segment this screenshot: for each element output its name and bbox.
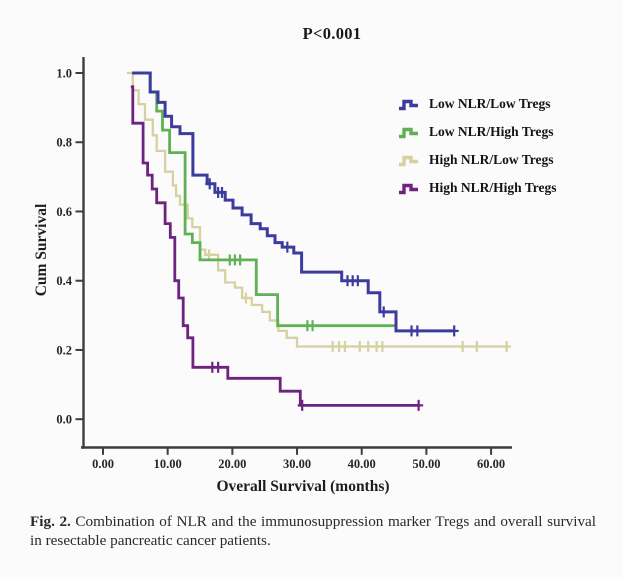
- legend-step-marker-icon: [399, 127, 418, 138]
- y-tick-label: 0.8: [56, 136, 72, 150]
- y-tick-label: 0.2: [56, 343, 72, 357]
- x-tick-label: 40.00: [348, 457, 376, 471]
- caption-label: Fig. 2.: [30, 513, 76, 530]
- series-line-high-nlr-high-tregs: [130, 85, 419, 407]
- x-axis-title: Overall Survival (months): [216, 478, 390, 495]
- legend-label: Low NLR/Low Tregs: [429, 96, 551, 111]
- censor-marks-high-nlr-low-tregs: [204, 249, 512, 352]
- series-line-high-nlr-low-tregs: [126, 71, 508, 348]
- y-tick-label: 0.6: [56, 205, 72, 219]
- x-tick-label: 50.00: [412, 457, 440, 471]
- censor-marks-low-nlr-low-tregs: [205, 178, 459, 337]
- legend-item-low-nlr-high-tregs: Low NLR/High Tregs: [398, 118, 557, 146]
- legend-label: High NLR/High Tregs: [429, 180, 557, 195]
- x-tick-label: 20.00: [218, 457, 246, 471]
- censor-marks-high-nlr-high-tregs: [207, 361, 424, 411]
- x-tick-label: 30.00: [283, 457, 311, 471]
- y-axis-title: Cum Survival: [33, 203, 50, 297]
- chart-legend: Low NLR/Low Tregs Low NLR/High Tregs High …: [398, 90, 557, 202]
- censor-marks-low-nlr-high-tregs: [225, 254, 318, 332]
- legend-step-marker-icon: [399, 155, 418, 166]
- legend-item-high-nlr-low-tregs: High NLR/Low Tregs: [398, 146, 557, 174]
- legend-step-marker-icon: [399, 183, 418, 194]
- y-tick-label: 0.0: [56, 413, 72, 427]
- y-tick-label: 0.4: [56, 274, 72, 288]
- y-tick-label: 1.0: [56, 67, 72, 81]
- legend-item-low-nlr-low-tregs: Low NLR/Low Tregs: [398, 90, 557, 118]
- figure-caption: Fig. 2. Combination of NLR and the immun…: [30, 512, 596, 550]
- x-tick-label: 0.00: [92, 457, 114, 471]
- x-tick-label: 10.00: [154, 457, 182, 471]
- legend-label: Low NLR/High Tregs: [429, 124, 554, 139]
- series-line-low-nlr-high-tregs: [132, 71, 398, 328]
- km-survival-chart: 0.0 0.2 0.4 0.6 0.8 1.0 0.00 10.00 20.00 30.00 40.…: [56, 57, 512, 471]
- legend-item-high-nlr-high-tregs: High NLR/High Tregs: [398, 174, 557, 202]
- legend-label: High NLR/Low Tregs: [429, 152, 554, 167]
- x-tick-label: 60.00: [477, 457, 505, 471]
- series-line-low-nlr-low-tregs: [132, 71, 455, 333]
- caption-text: Combination of NLR and the immunosuppres…: [30, 513, 596, 549]
- p-value-title: P<0.001: [302, 24, 362, 43]
- legend-step-marker-icon: [399, 99, 418, 110]
